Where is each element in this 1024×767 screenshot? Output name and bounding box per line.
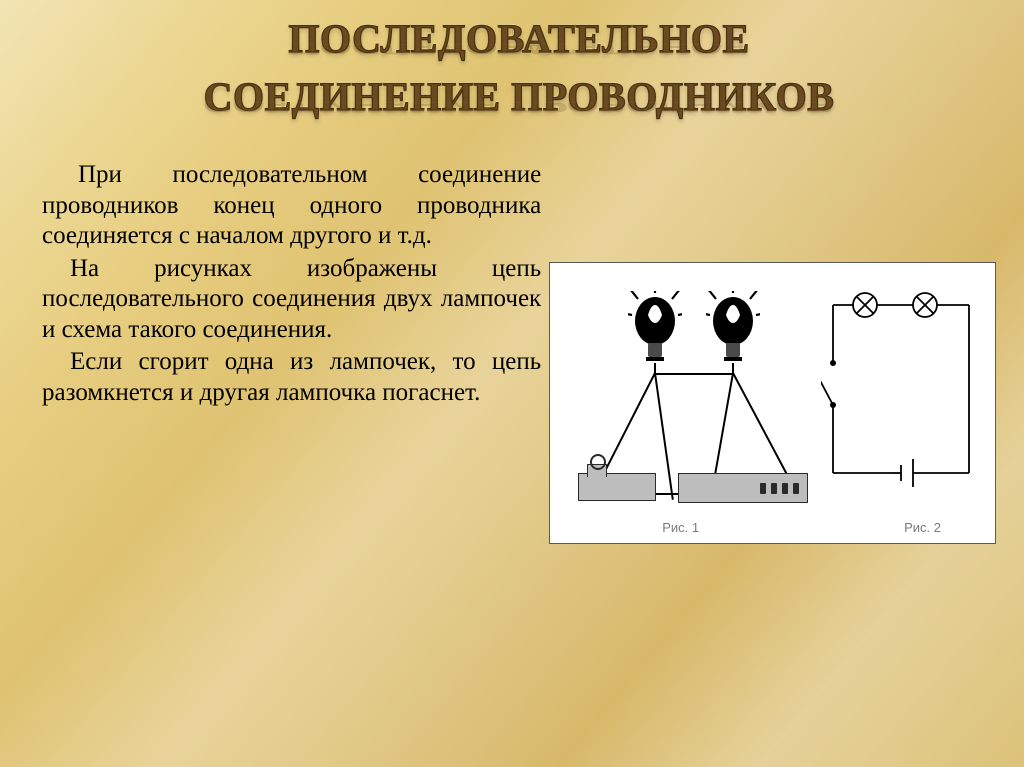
paragraph-3: Если сгорит одна из лампочек, то цепь ра…: [42, 347, 541, 408]
paragraph-1: При последовательном соединение проводни…: [42, 160, 541, 252]
title-line1: ПОСЛЕДОВАТЕЛЬНОЕ: [288, 18, 749, 60]
figure-1-pictorial: [564, 277, 824, 509]
figure-container: Рис. 1 Рис. 2: [549, 262, 996, 544]
wire: [654, 373, 674, 500]
battery-box-icon: [678, 473, 808, 503]
figure-2-schematic: [821, 285, 981, 493]
paragraph-2: На рисунках изображены цепь последовател…: [42, 254, 541, 346]
wire: [656, 493, 678, 495]
slide-title: ПОСЛЕДОВАТЕЛЬНОЕ ПОСЛЕДОВАТЕЛЬНОЕ СОЕДИН…: [42, 18, 996, 140]
bulb-1-icon: [628, 291, 682, 363]
title-line2: СОЕДИНЕНИЕ ПРОВОДНИКОВ: [204, 76, 835, 118]
bulb-2-icon: [706, 291, 760, 363]
switch-box-icon: [578, 473, 656, 501]
body-text: При последовательном соединение проводни…: [42, 160, 541, 410]
figure-2-caption: Рис. 2: [904, 520, 941, 535]
figure-1-caption: Рис. 1: [662, 520, 699, 535]
wire: [654, 373, 734, 375]
